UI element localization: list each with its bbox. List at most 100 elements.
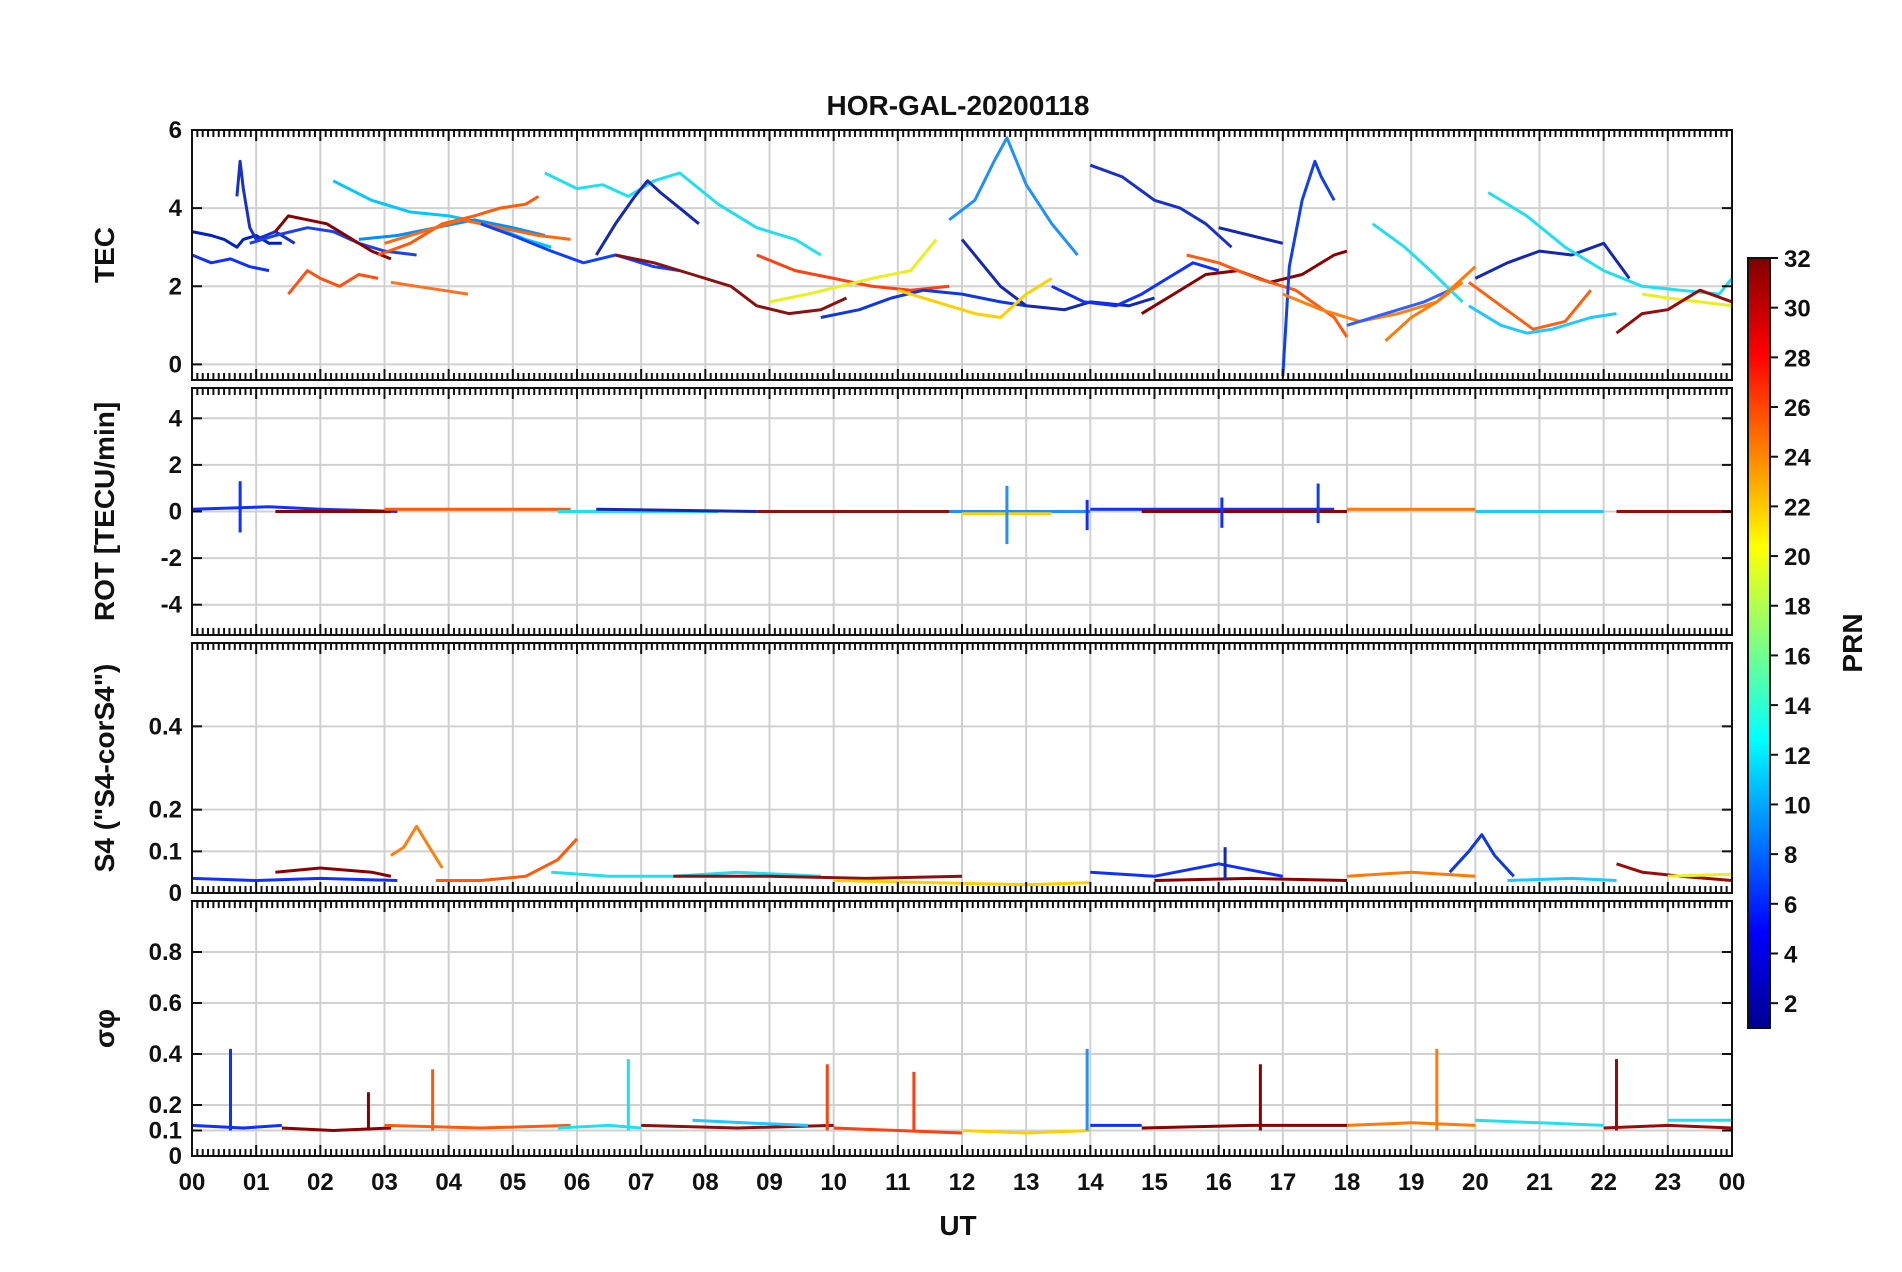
series-line [544,171,822,257]
x-tick-label: 21 [1526,1169,1553,1196]
series-line [384,218,571,245]
colorbar-tick-label: 18 [1784,594,1811,621]
y-axis-label-rot: ROT [TECU/min] [89,402,120,621]
series-line [191,253,270,273]
series-line [281,1126,391,1132]
x-tick-label: 16 [1205,1169,1232,1196]
x-tick-label: 10 [820,1169,847,1196]
series-line [1346,1121,1476,1127]
series-line [377,195,540,257]
x-tick-label: 04 [435,1169,462,1196]
x-tick-label: 19 [1398,1169,1425,1196]
x-tick-label: 15 [1141,1169,1168,1196]
x-tick-label: 18 [1334,1169,1361,1196]
x-tick-label: 23 [1654,1169,1681,1196]
x-tick-label: 13 [1013,1169,1040,1196]
series-line [897,277,1053,319]
x-tick-label: 12 [949,1169,976,1196]
colorbar-tick-label: 30 [1784,296,1811,323]
series-line [191,1123,282,1130]
colorbar-tick-label: 12 [1784,743,1811,770]
y-tick-label: 0.2 [149,797,182,824]
y-tick-label: 0.6 [149,990,182,1017]
x-tick-label: 11 [885,1169,910,1196]
series-line [833,1126,963,1135]
series-line [1186,253,1349,338]
series-line [1384,265,1477,343]
colorbar-tick-label: 14 [1784,693,1811,720]
series-line [1475,1118,1604,1127]
colorbar-tick-label: 16 [1784,643,1811,670]
colorbar-tick-label: 6 [1784,892,1797,919]
y-tick-label: 0 [169,1143,182,1170]
x-tick-label: 07 [628,1169,655,1196]
chart-title: HOR-GAL-20200118 [826,90,1089,121]
y-tick-label: 0.2 [149,1092,182,1119]
series-line [390,824,444,869]
colorbar-label: PRN [1837,613,1868,672]
series-line [1507,876,1617,882]
series-line [480,222,680,273]
series-line [1468,281,1592,331]
colorbar-tick-label: 26 [1784,395,1811,422]
y-tick-label: 4 [169,405,183,432]
x-tick-label: 01 [243,1169,270,1196]
series-line [615,253,848,316]
y-tick-label: 0.1 [149,838,182,865]
y-tick-label: -4 [161,592,183,619]
series-line [1090,862,1284,878]
series-line [769,238,938,304]
series-line [191,230,282,249]
colorbar-tick-label: 4 [1784,941,1798,968]
x-tick-label: 00 [1719,1169,1746,1196]
y-axis-label-sigma_phi: σφ [89,1009,120,1048]
series-line [692,1118,809,1127]
colorbar-tick-label: 28 [1784,345,1811,372]
series-line [1051,261,1220,308]
series-line [960,238,1155,312]
y-axis-label-tec: TEC [89,227,120,283]
series-line [1154,876,1348,882]
x-tick-label: 06 [564,1169,591,1196]
series-line [833,879,1091,887]
colorbar-tick-label: 10 [1784,792,1811,819]
series-line [1448,833,1515,878]
series-line [595,179,700,256]
series-line [1474,241,1631,280]
x-tick-label: 14 [1077,1169,1104,1196]
x-tick-label: 22 [1590,1169,1617,1196]
series-line [820,288,1027,319]
series-line [673,874,963,880]
x-tick-label: 02 [307,1169,334,1196]
series-line [390,280,469,296]
y-tick-label: 0.8 [149,939,182,966]
x-tick-label: 00 [179,1169,206,1196]
x-tick-label: 03 [371,1169,398,1196]
series-line [1371,222,1464,303]
colorbar-tick-label: 2 [1784,991,1797,1018]
series-line [1667,872,1733,878]
colorbar-tick-label: 8 [1784,842,1797,869]
colorbar-gradient [1747,257,1771,1029]
y-tick-label: 0.1 [149,1118,182,1145]
panel-sigma_phi: 00.10.2 0.4 0.6 0.8 σφ [89,900,1733,1170]
y-tick-label: 2 [169,452,182,479]
y-tick-label: 0 [169,880,182,907]
y-tick-label: 2 [169,273,182,300]
series-line [191,876,398,882]
y-tick-label: 0 [169,499,182,526]
series-line [1089,163,1233,249]
series-line [1141,1123,1347,1130]
series-line [435,837,579,882]
panel-s4: 0 0.1 0.2 0.4 S4 ("S4-corS4") [89,642,1733,907]
series-line [1603,1123,1733,1130]
y-tick-label: -2 [161,545,182,572]
series-line [274,214,392,261]
y-tick-label: 6 [169,117,182,144]
series-line [1468,304,1617,335]
panel-tec: 0 2 4 6 TEC [89,117,1734,381]
series-line [1616,862,1733,882]
